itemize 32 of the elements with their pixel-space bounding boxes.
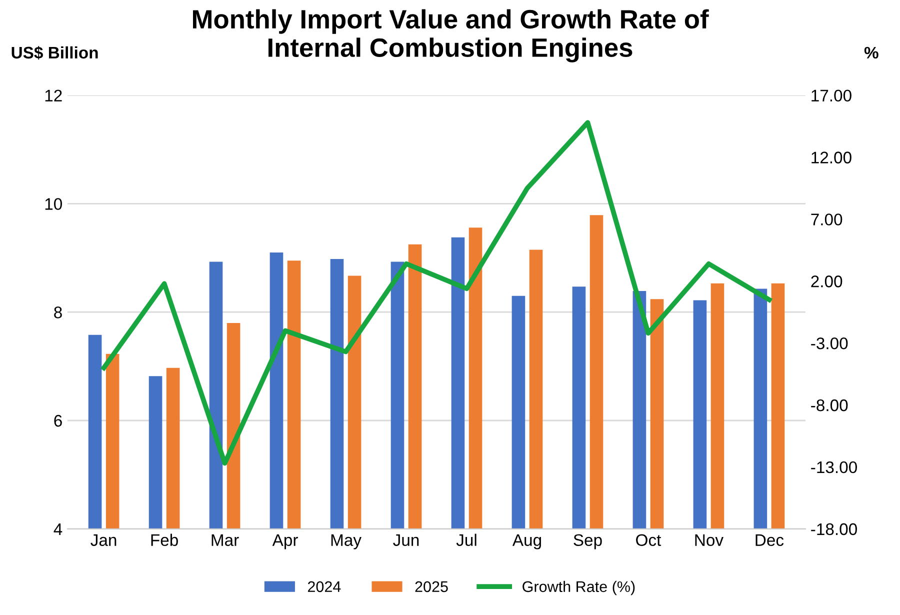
x-tick-label: May	[331, 534, 362, 550]
x-tick-label: Dec	[756, 534, 784, 546]
y-tick-label: 8	[54, 306, 62, 318]
y2-tick-label: -8.00	[811, 399, 848, 412]
x-tick-label: Jun	[393, 534, 419, 546]
y2-tick-label: 7.00	[811, 214, 842, 226]
x-tick-label: Aug	[512, 534, 541, 550]
legend-label: 2024	[308, 581, 341, 592]
x-tick-label: Sep	[574, 534, 602, 550]
legend-label: Growth Rate (%)	[522, 580, 635, 596]
y2-tick-label: -13.00	[811, 461, 857, 474]
x-tick-label: Jul	[456, 534, 476, 546]
chart-title: Monthly Import Value and Growth Rate of Internal Combustion Engines	[193, 9, 709, 62]
y-tick-label: 4	[54, 523, 62, 535]
y-tick-label: 12	[45, 90, 62, 102]
y2-tick-label: 17.00	[812, 90, 852, 102]
x-tick-label: Feb	[151, 534, 178, 546]
x-tick-label: Mar	[212, 534, 239, 546]
y2-tick-label: 12.00	[812, 152, 852, 164]
x-tick-label: Jan	[90, 534, 116, 546]
y-tick-label: 6	[54, 414, 62, 427]
x-tick-label: Nov	[695, 534, 724, 546]
x-tick-label: Oct	[636, 534, 662, 546]
y2-tick-label: 2.00	[811, 276, 842, 288]
y-axis-title: US$ Billion	[12, 46, 98, 60]
y-tick-label: 10	[45, 198, 62, 210]
y2-tick-label: -3.00	[811, 337, 848, 350]
legend-label: 2025	[415, 581, 448, 592]
y2-axis-title: %	[864, 46, 878, 59]
line-series	[101, 120, 772, 466]
x-tick-label: Apr	[272, 534, 298, 550]
y2-tick-label: -18.00	[811, 523, 857, 536]
